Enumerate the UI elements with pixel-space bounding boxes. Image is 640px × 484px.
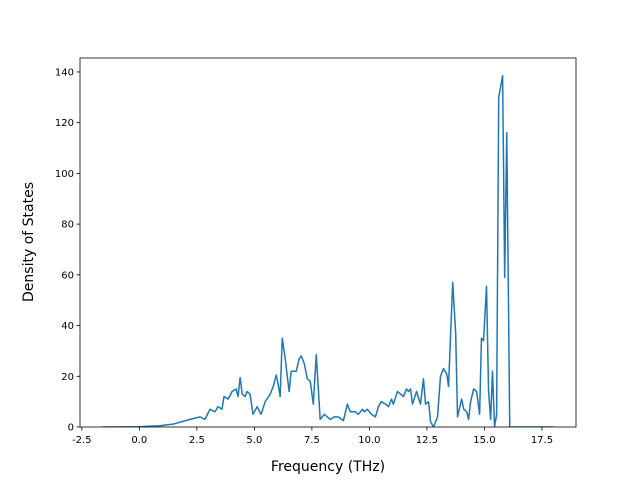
x-axis-label: Frequency (THz)	[271, 459, 385, 475]
y-tick-label: 120	[55, 118, 74, 129]
x-tick-label: 2.5	[189, 435, 205, 446]
x-tick-label: 12.5	[416, 435, 438, 446]
y-tick-label: 0	[68, 423, 74, 434]
x-tick-label: 0.0	[131, 435, 147, 446]
y-tick-label: 80	[61, 220, 74, 231]
x-tick-label: 10.0	[358, 435, 380, 446]
y-tick-label: 40	[61, 321, 74, 332]
x-tick-label: -2.5	[72, 435, 92, 446]
data-line	[102, 75, 554, 427]
y-tick-label: 20	[61, 372, 74, 383]
x-tick-label: 15.0	[473, 435, 495, 446]
y-tick-label: 100	[55, 169, 74, 180]
y-tick-label: 140	[55, 67, 74, 78]
y-tick-label: 60	[61, 270, 74, 281]
x-tick-label: 7.5	[304, 435, 320, 446]
x-tick-label: 17.5	[531, 435, 553, 446]
y-axis-label: Density of States	[21, 182, 37, 302]
x-tick-label: 5.0	[246, 435, 262, 446]
plot-frame	[79, 57, 577, 428]
